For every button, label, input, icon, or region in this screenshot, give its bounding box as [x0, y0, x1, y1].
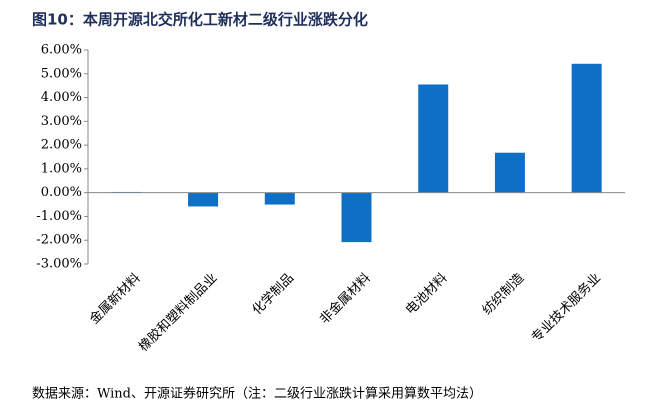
y-tick-label: -3.00%: [36, 257, 82, 272]
bar: [188, 192, 219, 207]
y-tick-label: 5.00%: [41, 66, 82, 81]
source-note: 数据来源：Wind、开源证券研究所（注：二级行业涨跌计算采用算数平均法）: [32, 386, 482, 402]
y-tick-label: 6.00%: [41, 43, 82, 58]
y-tick-label: 4.00%: [41, 90, 82, 105]
y-tick-label: 1.00%: [41, 161, 82, 176]
bar: [341, 192, 372, 243]
y-tick-label: 0.00%: [41, 185, 82, 200]
chart-title: 图10：本周开源北交所化工新材二级行业涨跌分化: [32, 11, 368, 29]
x-tick-label: 橡胶和塑料制品业: [136, 270, 221, 355]
x-tick-label: 化学制品: [249, 270, 297, 318]
y-tick-label: -1.00%: [36, 209, 82, 224]
bar: [494, 152, 525, 193]
bar: [418, 84, 449, 193]
x-tick-label: 金属新材料: [86, 270, 143, 327]
x-tick-label: 专业技术服务业: [528, 270, 604, 346]
bar: [571, 63, 602, 193]
x-tick-label: 纺织制造: [480, 271, 527, 318]
y-tick-label: -2.00%: [36, 233, 82, 248]
x-tick-label: 电池材料: [403, 271, 450, 318]
y-tick-label: 3.00%: [41, 114, 82, 129]
bar: [264, 192, 295, 205]
y-tick-label: 2.00%: [41, 138, 82, 153]
x-tick-label: 非金属材料: [317, 270, 374, 327]
